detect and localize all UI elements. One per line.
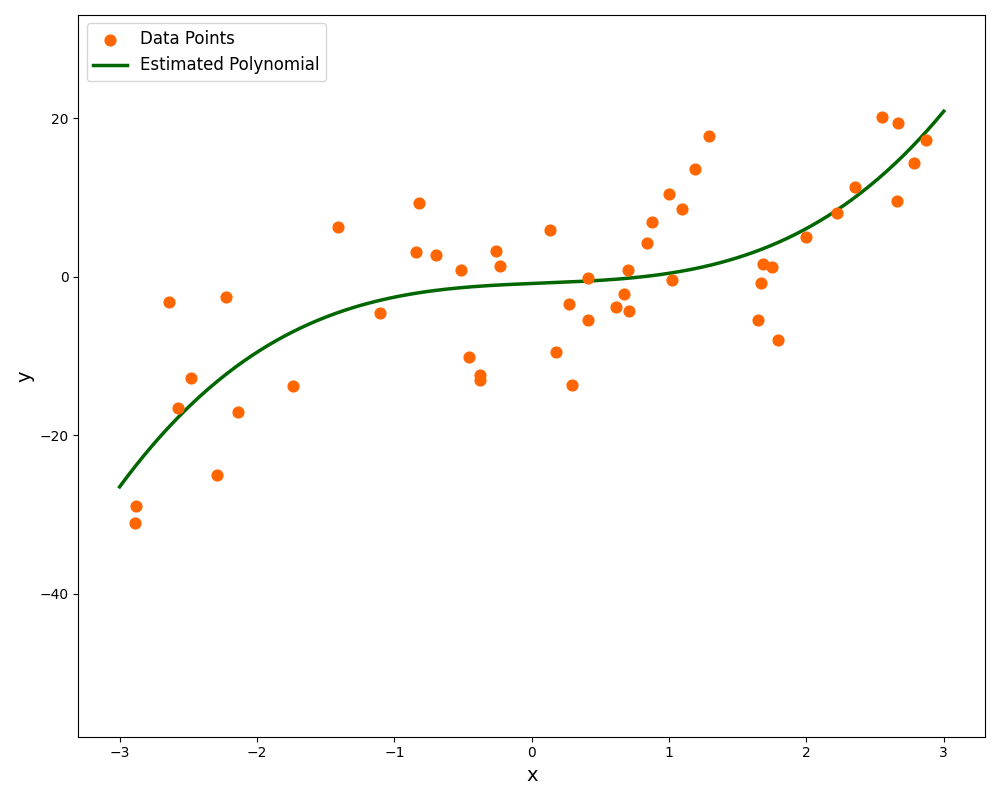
Data Points [620,264,636,277]
X-axis label: x: x [526,766,537,785]
Data Points [561,298,577,310]
Data Points [461,350,477,363]
Data Points [408,246,424,258]
Data Points [890,117,906,130]
Data Points [674,203,690,216]
Data Points [564,378,580,391]
Data Points [372,306,388,319]
Data Points [488,245,504,258]
Data Points [701,130,717,142]
Data Points [580,314,596,326]
Data Points [170,402,186,414]
Data Points [472,373,488,386]
Data Points [580,271,596,284]
Estimated Polynomial [938,106,950,116]
Data Points [621,304,637,317]
Data Points [218,291,234,304]
Estimated Polynomial [808,219,820,229]
Estimated Polynomial [604,275,616,285]
Data Points [209,469,225,482]
Line: Estimated Polynomial: Estimated Polynomial [120,111,944,487]
Estimated Polynomial [116,478,128,488]
Data Points [548,345,564,358]
Estimated Polynomial [618,274,630,283]
Data Points [542,224,558,237]
Data Points [847,181,863,194]
Data Points [285,380,301,393]
Data Points [161,296,177,309]
Data Points [183,372,199,385]
Data Points [753,276,769,289]
Data Points [764,260,780,273]
Data Points [918,134,934,147]
Data Points [874,111,890,124]
Data Points [687,162,703,175]
Data Points [829,206,845,219]
Data Points [411,197,427,210]
Data Points [230,406,246,418]
Data Points [661,187,677,200]
Estimated Polynomial [602,275,614,285]
Data Points [906,156,922,169]
Legend: Data Points, Estimated Polynomial: Data Points, Estimated Polynomial [87,23,326,81]
Data Points [889,194,905,207]
Data Points [664,274,680,286]
Data Points [492,259,508,272]
Data Points [127,517,143,530]
Data Points [128,500,144,513]
Data Points [608,301,624,314]
Data Points [644,216,660,229]
Data Points [472,368,488,381]
Estimated Polynomial [861,183,873,193]
Y-axis label: y: y [15,370,34,382]
Data Points [639,236,655,249]
Data Points [770,334,786,346]
Data Points [330,220,346,233]
Data Points [798,230,814,243]
Data Points [755,258,771,270]
Estimated Polynomial [114,482,126,492]
Data Points [453,263,469,276]
Data Points [616,288,632,301]
Data Points [750,314,766,326]
Data Points [428,249,444,262]
